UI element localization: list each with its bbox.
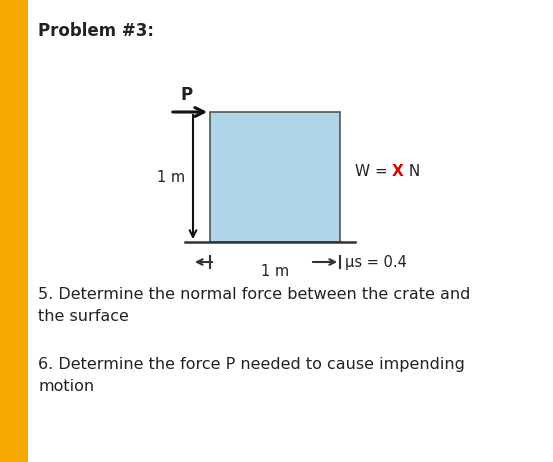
Text: 5. Determine the normal force between the crate and
the surface: 5. Determine the normal force between th… bbox=[38, 287, 471, 324]
Text: Problem #3:: Problem #3: bbox=[38, 22, 154, 40]
Text: μs = 0.4: μs = 0.4 bbox=[345, 255, 407, 269]
Text: 1 m: 1 m bbox=[157, 170, 185, 184]
Text: N: N bbox=[404, 164, 420, 180]
Text: 1 m: 1 m bbox=[261, 264, 289, 279]
Text: W =: W = bbox=[355, 164, 398, 180]
Text: 6. Determine the force P needed to cause impending
motion: 6. Determine the force P needed to cause… bbox=[38, 357, 465, 394]
Bar bbox=[0, 0, 28, 462]
Text: P: P bbox=[180, 86, 192, 104]
Text: X: X bbox=[392, 164, 404, 180]
Bar bbox=[210, 112, 340, 242]
